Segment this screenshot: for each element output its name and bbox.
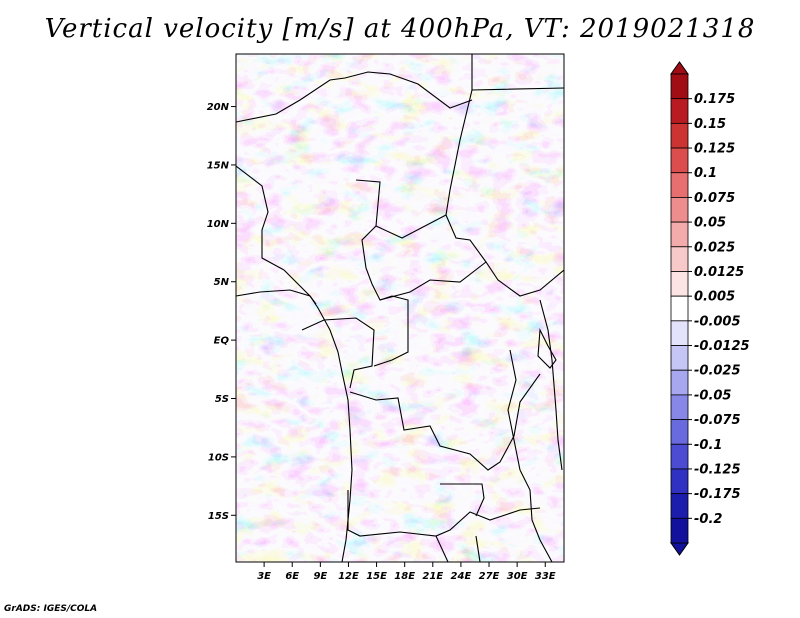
lon-tick-label: 15E bbox=[366, 571, 387, 582]
border-line bbox=[435, 535, 449, 562]
border-line bbox=[379, 261, 487, 301]
colorbar-swatch bbox=[670, 443, 689, 470]
lon-tick-label: 30E bbox=[507, 571, 528, 582]
colorbar-swatch bbox=[670, 73, 689, 100]
lat-tick-label: 10S bbox=[208, 452, 229, 463]
lake-outline bbox=[537, 327, 557, 369]
border-line bbox=[236, 71, 473, 123]
colorbar-swatch bbox=[670, 147, 689, 174]
colorbar-swatch bbox=[670, 493, 689, 519]
map-frame bbox=[235, 53, 565, 563]
colorbar-swatch bbox=[670, 419, 689, 445]
border-line bbox=[475, 535, 481, 562]
colorbar-label: 0.125 bbox=[694, 142, 735, 157]
map-title: Vertical velocity [m/s] at 400hPa, VT: 2… bbox=[44, 14, 756, 44]
border-line bbox=[349, 373, 541, 471]
colorbar-min-arrow bbox=[670, 542, 689, 556]
country-borders bbox=[236, 54, 564, 562]
colorbar-swatch bbox=[670, 271, 689, 297]
colorbar-swatch bbox=[670, 369, 689, 396]
colorbar-swatch bbox=[670, 345, 689, 371]
colorbar-swatch bbox=[670, 517, 689, 544]
coast-line bbox=[539, 299, 563, 471]
colorbar-swatch bbox=[670, 295, 689, 322]
lat-tick-label: 5N bbox=[214, 277, 230, 288]
lon-tick-label: 3E bbox=[257, 571, 271, 582]
lon-tick-label: 12E bbox=[338, 571, 359, 582]
colorbar-label: 0.15 bbox=[694, 117, 726, 132]
colorbar-max-arrow bbox=[670, 61, 689, 75]
border-line bbox=[355, 179, 393, 301]
colorbar-label: -0.1 bbox=[694, 438, 722, 453]
lat-tick-label: 15N bbox=[207, 160, 230, 171]
colorbar-swatch bbox=[670, 246, 689, 272]
border-line bbox=[440, 483, 485, 517]
colorbar-label: -0.2 bbox=[694, 512, 722, 527]
lon-tick-label: 33E bbox=[535, 571, 556, 582]
lon-tick-label: 18E bbox=[394, 571, 415, 582]
grads-credit: GrADS: IGES/COLA bbox=[4, 604, 98, 614]
colorbar-swatch bbox=[670, 394, 689, 420]
colorbar-label: -0.175 bbox=[694, 487, 741, 502]
lat-tick-label: 20N bbox=[207, 102, 230, 113]
lon-tick-label: 21E bbox=[422, 571, 443, 582]
colorbar-label: -0.05 bbox=[694, 388, 731, 403]
latitude-axis: 20N 15N 10N 5N EQ 5S 10S 15S bbox=[207, 102, 236, 522]
colorbar: 0.175 0.15 0.125 0.1 0.075 0.05 0.025 0.0125 0.0… bbox=[670, 61, 750, 556]
colorbar-swatch bbox=[670, 221, 689, 248]
border-line bbox=[347, 490, 541, 537]
lon-tick-label: 6E bbox=[285, 571, 299, 582]
lon-tick-label: 24E bbox=[451, 571, 472, 582]
colorbar-label: -0.025 bbox=[694, 364, 741, 379]
colorbar-label: 0.0125 bbox=[694, 265, 744, 280]
colorbar-swatch bbox=[670, 468, 689, 495]
colorbar-label: 0.175 bbox=[694, 92, 735, 107]
coast-line bbox=[236, 289, 353, 562]
border-line bbox=[236, 165, 285, 271]
colorbar-swatch bbox=[670, 98, 689, 124]
lon-tick-label: 27E bbox=[479, 571, 500, 582]
colorbar-label: 0.1 bbox=[694, 166, 717, 181]
colorbar-swatch bbox=[670, 172, 689, 198]
lat-tick-label: EQ bbox=[214, 336, 230, 347]
colorbar-swatch bbox=[670, 122, 689, 149]
colorbar-label: -0.0125 bbox=[694, 339, 750, 354]
colorbar-label: 0.025 bbox=[694, 240, 735, 255]
border-line bbox=[375, 214, 447, 239]
lat-tick-label: 10N bbox=[207, 219, 230, 230]
border-line bbox=[519, 469, 553, 562]
colorbar-label: 0.005 bbox=[694, 290, 735, 305]
colorbar-label: -0.075 bbox=[694, 413, 741, 428]
velocity-field bbox=[236, 54, 564, 562]
lon-tick-label: 9E bbox=[313, 571, 327, 582]
colorbar-swatch bbox=[670, 197, 689, 223]
lat-tick-label: 15S bbox=[208, 511, 229, 522]
colorbar-label: 0.075 bbox=[694, 191, 735, 206]
lake-outline bbox=[507, 349, 521, 471]
border-line bbox=[373, 295, 409, 367]
lat-tick-label: 5S bbox=[215, 394, 229, 405]
colorbar-label: 0.05 bbox=[694, 216, 726, 231]
colorbar-label: -0.125 bbox=[694, 462, 741, 477]
longitude-axis: 3E 6E 9E 12E 15E 18E 21E 24E 27E 30E 33E bbox=[257, 562, 556, 582]
border-line bbox=[445, 89, 564, 297]
colorbar-label: -0.005 bbox=[694, 314, 741, 329]
colorbar-swatch bbox=[670, 320, 689, 346]
